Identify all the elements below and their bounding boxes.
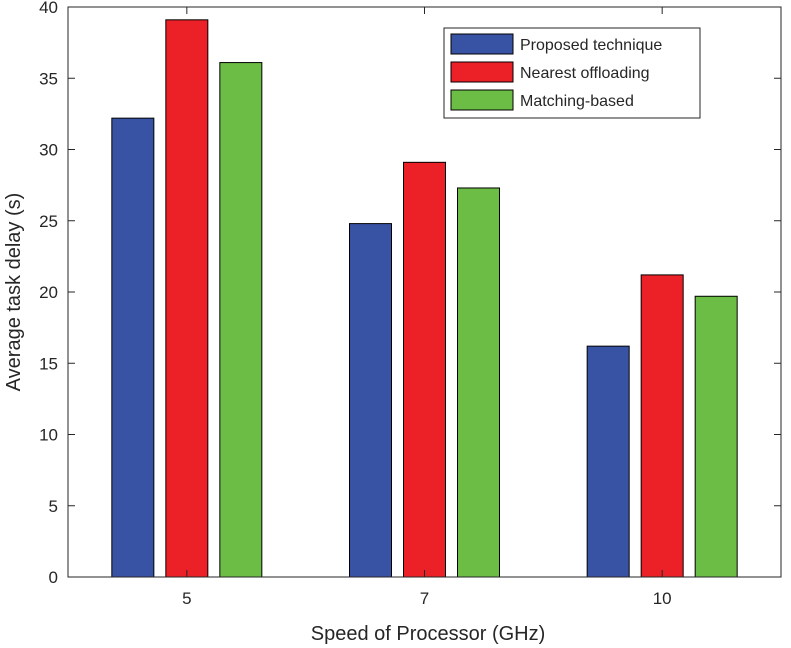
x-axis-title: Speed of Processor (GHz) xyxy=(311,623,546,645)
legend-swatch xyxy=(450,61,514,83)
x-tick-label: 10 xyxy=(653,589,672,608)
y-tick-label: 30 xyxy=(39,141,58,160)
bars-layer xyxy=(111,19,738,578)
legend-label: Matching-based xyxy=(520,93,634,110)
y-tick-labels: 0 5 10 15 20 25 30 35 40 xyxy=(39,0,58,587)
bar-nearest-offloading-5 xyxy=(165,19,209,578)
x-tick-label: 5 xyxy=(182,589,191,608)
legend-label: Proposed technique xyxy=(520,37,662,54)
bar-nearest-offloading-7 xyxy=(403,161,446,578)
y-tick-label: 20 xyxy=(39,283,58,302)
axes-layer xyxy=(67,6,782,578)
bar-proposed-technique-10 xyxy=(586,345,630,578)
bar-matching-based-7 xyxy=(457,187,500,578)
bar-nearest-offloading-10 xyxy=(640,274,684,578)
y-tick-label: 10 xyxy=(39,426,58,445)
bar-proposed-technique-7 xyxy=(349,223,392,578)
y-tick-label: 0 xyxy=(49,568,58,587)
x-tick-labels: 5 7 10 xyxy=(182,589,672,608)
y-tick-label: 40 xyxy=(39,0,58,17)
legend: Proposed technique Nearest offloading Matc… xyxy=(443,27,701,119)
bar-matching-based-10 xyxy=(694,295,738,578)
y-tick-label: 5 xyxy=(49,497,58,516)
bar-proposed-technique-5 xyxy=(111,117,155,578)
legend-swatch xyxy=(450,33,514,55)
legend-swatch xyxy=(450,89,514,111)
y-tick-label: 15 xyxy=(39,354,58,373)
bar-matching-based-5 xyxy=(219,62,263,578)
x-tick-label: 7 xyxy=(420,589,429,608)
y-tick-label: 35 xyxy=(39,69,58,88)
y-axis-title: Average task delay (s) xyxy=(3,193,25,392)
y-tick-label: 25 xyxy=(39,212,58,231)
legend-label: Nearest offloading xyxy=(520,65,650,82)
